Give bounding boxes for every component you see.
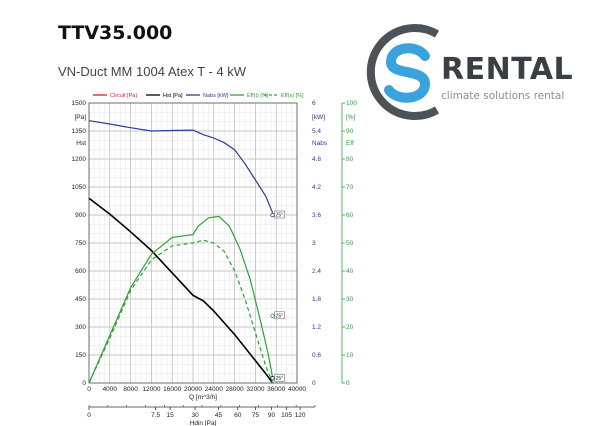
y-right-tick-label: 50 [346,240,354,247]
page-subtitle: VN-Duct MM 1004 Atex T - 4 kW [58,64,247,79]
y-left-tick-label: 600 [75,268,86,275]
logo-s-mark [384,43,431,103]
legend-label: Eff(t) [%] [247,93,269,99]
y-left-tick-label: 1500 [72,100,87,107]
rental-logo: RENTAL climate solutions rental [355,18,587,126]
x-tick-label: 16000 [163,386,181,393]
annotation-marker [270,376,275,381]
logo-c-arc [366,24,440,120]
x2-tick-label: 90 [268,412,276,419]
y-right-unit: [%] [346,114,356,121]
y-left-tick-label: 450 [75,296,86,303]
y-right-tick-label: 0 [346,380,350,387]
annotation-label: 25° [276,313,284,319]
x-tick-label: 32000 [246,386,264,393]
logo-wordmark: RENTAL [441,52,574,87]
annotation-box [274,210,285,219]
annotation-label: 25° [276,376,284,382]
annotation-box [274,311,285,320]
x-tick-label: 12000 [142,386,160,393]
x-tick-label: 4000 [103,386,118,393]
y-left-axis-label: Hst [76,140,86,147]
annotation-box [274,374,285,382]
y-left-unit: [Pa] [74,114,86,121]
y-mid-tick-label: 0 [312,380,316,387]
plot-frame [88,102,298,384]
y-left-tick-label: 1050 [72,184,87,191]
y-left-tick-label: 900 [75,212,86,219]
y-mid-axis-label: Nabs [312,140,328,147]
annotation-marker [270,212,275,218]
legend-label: Eff(s) [%] [281,93,304,99]
x2-tick-label: 15 [167,412,175,419]
x-tick-label: 28000 [226,386,244,393]
y-right-tick-label: 20 [346,324,354,331]
series-line [88,197,274,384]
y-left-tick-label: 0 [82,380,86,387]
x-tick-label: 0 [87,386,91,393]
x2-tick-label: 7.5 [151,412,160,419]
y-mid-tick-label: 6 [312,100,316,107]
y-left-tick-label: 750 [75,240,86,247]
y-right-tick-label: 70 [346,184,354,191]
x-tick-label: 40000 [288,386,306,393]
x2-tick-label: 75 [252,412,260,419]
y-right-axis-label: Eff [346,140,354,147]
y-left-tick-label: 300 [75,324,86,331]
series-line [88,215,274,384]
series-line [88,239,274,384]
legend-label: Nabs [kW] [203,93,229,99]
y-mid-unit: [kW] [312,114,325,121]
y-mid-tick-label: 3.6 [312,212,321,219]
x-tick-label: 20000 [184,386,202,393]
y-mid-tick-label: 0.6 [312,352,321,359]
y-mid-tick-label: 1.2 [312,324,321,331]
y-right-tick-label: 40 [346,268,354,275]
x2-tick-label: 120 [295,412,306,419]
y-mid-tick-label: 3 [312,240,316,247]
x-tick-label: 8000 [123,386,138,393]
x2-tick-label: 30 [191,412,199,419]
y-left-tick-label: 1350 [72,128,87,135]
x-axis-label: Q [m^3/h] [189,394,217,401]
y-right-tick-label: 100 [346,100,357,107]
y-right-tick-label: 60 [346,212,354,219]
y-left-tick-label: 1200 [72,156,87,163]
annotation-label: 25° [276,213,284,219]
y-right-tick-label: 30 [346,296,354,303]
x2-tick-label: 60 [234,412,242,419]
x2-tick-label: 0 [87,412,91,419]
y-right-tick-label: 10 [346,352,354,359]
series-line [88,120,274,213]
y-mid-tick-label: 1.8 [312,296,321,303]
y-right-tick-label: 90 [346,128,354,135]
logo-tagline: climate solutions rental [441,90,565,102]
y-mid-tick-label: 5.4 [312,128,321,135]
y-mid-tick-label: 2.4 [312,268,321,275]
x2-axis-label: Hdin [Pa] [190,420,217,426]
y-right-tick-label: 80 [346,156,354,163]
y-mid-tick-label: 4.2 [312,184,321,191]
annotation-marker [270,313,275,318]
y-mid-tick-label: 4.8 [312,156,321,163]
legend-label: Hst [Pa] [163,93,183,99]
x-tick-label: 36000 [267,386,285,393]
y-left-tick-label: 150 [75,352,86,359]
x-tick-label: 24000 [205,386,223,393]
legend-label: Circuit [Pa] [110,93,137,99]
page-title: TTV35.000 [58,22,173,44]
x2-tick-label: 45 [215,412,223,419]
x2-tick-label: 105 [281,412,292,419]
